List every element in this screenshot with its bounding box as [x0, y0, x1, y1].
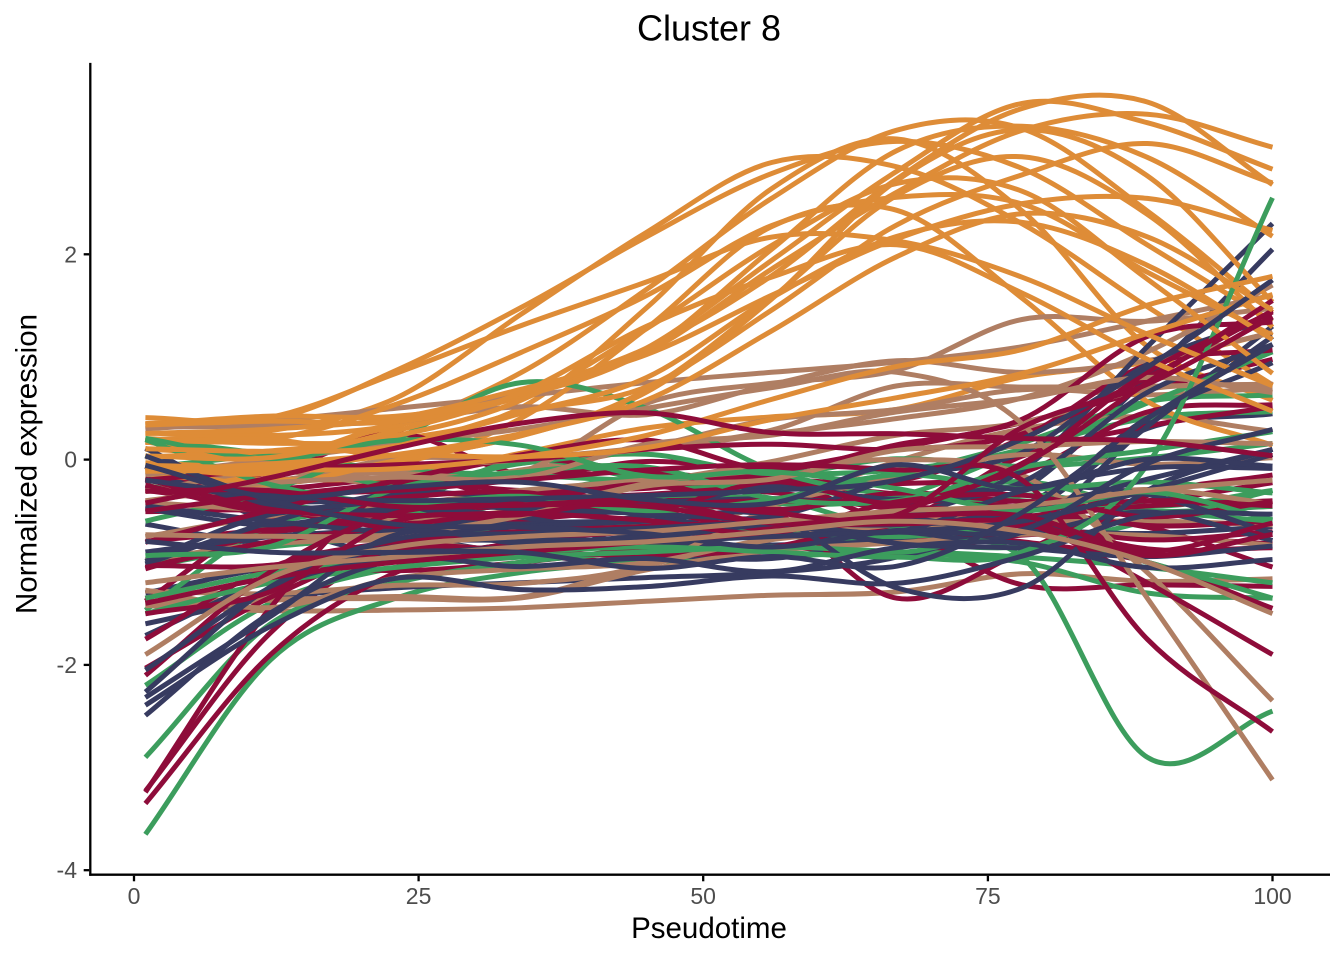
svg-text:75: 75: [975, 883, 1001, 909]
svg-text:100: 100: [1253, 883, 1291, 909]
svg-text:2: 2: [64, 241, 77, 267]
svg-text:Pseudotime: Pseudotime: [631, 912, 787, 945]
svg-text:Cluster 8: Cluster 8: [637, 8, 781, 49]
svg-text:50: 50: [690, 883, 716, 909]
svg-text:Normalized expression: Normalized expression: [11, 314, 44, 614]
svg-text:25: 25: [406, 883, 432, 909]
svg-text:0: 0: [128, 883, 141, 909]
svg-text:-4: -4: [57, 857, 78, 883]
svg-text:-2: -2: [57, 652, 77, 678]
svg-text:0: 0: [64, 447, 77, 473]
